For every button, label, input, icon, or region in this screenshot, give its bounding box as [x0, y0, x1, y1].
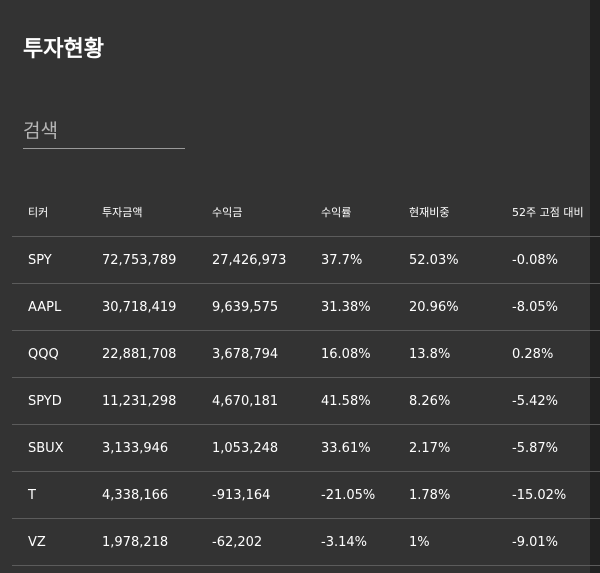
cell-profit: 27,426,973 [196, 236, 305, 284]
cell-amount: 1,978,218 [86, 518, 196, 566]
column-header-weight[interactable]: 현재비중 [393, 188, 496, 237]
cell-profit: -62,202 [196, 518, 305, 566]
cell-profit: 4,670,181 [196, 377, 305, 425]
cell-rate: 41.58% [305, 377, 393, 425]
cell-ticker: QQQ [12, 330, 86, 378]
cell-ticker: T [12, 471, 86, 519]
cell-from-high: -8.05% [496, 283, 600, 331]
table-row[interactable]: SPYD 11,231,298 4,670,181 41.58% 8.26% -… [12, 377, 600, 425]
cell-amount: 4,338,166 [86, 471, 196, 519]
search-input[interactable] [23, 108, 185, 148]
cell-from-high: 0.28% [496, 330, 600, 378]
cell-rate: 33.61% [305, 424, 393, 472]
cell-from-high: -0.08% [496, 236, 600, 284]
table-row[interactable]: SBUX 3,133,946 1,053,248 33.61% 2.17% -5… [12, 424, 600, 472]
table-row[interactable]: VZ 1,978,218 -62,202 -3.14% 1% -9.01% [12, 518, 600, 566]
cell-amount: 22,881,708 [86, 330, 196, 378]
cell-from-high: -9.01% [496, 518, 600, 566]
column-header-ticker[interactable]: 티커 [12, 188, 86, 237]
cell-weight: 52.03% [393, 236, 496, 284]
table-row[interactable]: SPY 72,753,789 27,426,973 37.7% 52.03% -… [12, 236, 600, 284]
cell-weight: 13.8% [393, 330, 496, 378]
cell-from-high: -15.02% [496, 471, 600, 519]
cell-ticker: VZ [12, 518, 86, 566]
cell-weight: 8.26% [393, 377, 496, 425]
cell-rate: 37.7% [305, 236, 393, 284]
column-header-profit[interactable]: 수익금 [196, 188, 305, 237]
holdings-table: 티커 투자금액 수익금 수익률 현재비중 52주 고점 대비 SPY 72,75… [12, 188, 600, 566]
cell-ticker: AAPL [12, 283, 86, 331]
table-header-row: 티커 투자금액 수익금 수익률 현재비중 52주 고점 대비 [12, 188, 600, 237]
cell-rate: -3.14% [305, 518, 393, 566]
column-header-amount[interactable]: 투자금액 [86, 188, 196, 237]
cell-weight: 1% [393, 518, 496, 566]
cell-profit: 9,639,575 [196, 283, 305, 331]
cell-from-high: -5.87% [496, 424, 600, 472]
cell-amount: 3,133,946 [86, 424, 196, 472]
cell-from-high: -5.42% [496, 377, 600, 425]
cell-ticker: SPYD [12, 377, 86, 425]
table-row[interactable]: T 4,338,166 -913,164 -21.05% 1.78% -15.0… [12, 471, 600, 519]
column-header-from-high[interactable]: 52주 고점 대비 [496, 188, 600, 237]
cell-profit: 3,678,794 [196, 330, 305, 378]
cell-rate: 16.08% [305, 330, 393, 378]
cell-profit: 1,053,248 [196, 424, 305, 472]
column-header-rate[interactable]: 수익률 [305, 188, 393, 237]
search-box [23, 108, 185, 149]
cell-rate: 31.38% [305, 283, 393, 331]
cell-amount: 30,718,419 [86, 283, 196, 331]
cell-amount: 72,753,789 [86, 236, 196, 284]
cell-weight: 1.78% [393, 471, 496, 519]
cell-weight: 20.96% [393, 283, 496, 331]
table-row[interactable]: QQQ 22,881,708 3,678,794 16.08% 13.8% 0.… [12, 330, 600, 378]
cell-rate: -21.05% [305, 471, 393, 519]
cell-ticker: SBUX [12, 424, 86, 472]
cell-amount: 11,231,298 [86, 377, 196, 425]
cell-weight: 2.17% [393, 424, 496, 472]
cell-profit: -913,164 [196, 471, 305, 519]
table-row[interactable]: AAPL 30,718,419 9,639,575 31.38% 20.96% … [12, 283, 600, 331]
page-title: 투자현황 [23, 37, 104, 62]
cell-ticker: SPY [12, 236, 86, 284]
